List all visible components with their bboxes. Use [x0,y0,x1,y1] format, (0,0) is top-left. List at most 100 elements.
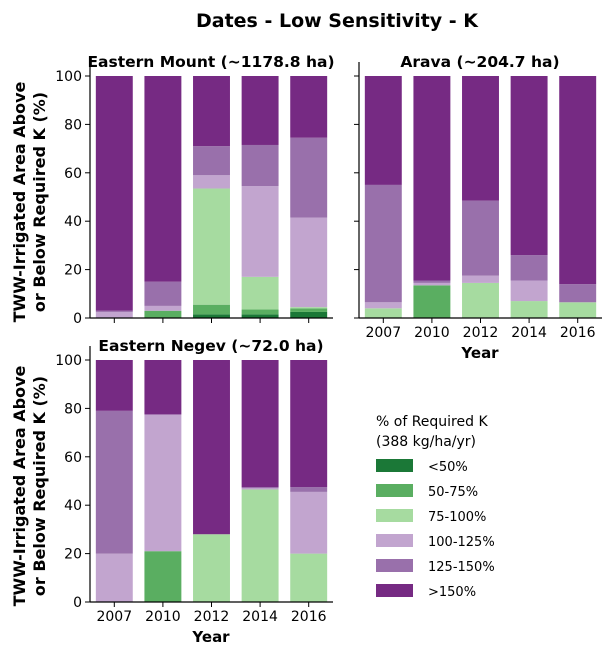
plot-area: 0 20 40 60 80 100 2007 2010 2012 2014 2016 [55,346,333,625]
y-tick-label: 80 [64,401,82,417]
bar-segment-2012-5 [193,146,230,176]
legend-label: 125-150% [428,560,495,575]
x-axis-label: Year [191,628,230,646]
legend-label: 50-75% [428,485,478,500]
bar-segment-2014-2 [241,309,279,315]
legend-label: <50% [428,460,468,475]
x-tick-label: 2014 [511,325,547,341]
bar-segment-2007-6 [95,76,133,311]
legend-swatch [376,509,413,522]
legend-swatch [376,459,413,472]
bar-segment-2014-4 [241,186,279,277]
x-tick-label: 2010 [414,325,450,341]
legend-swatch [376,584,413,597]
bar-segment-2010-4 [413,282,451,286]
bar-segment-2007-4 [95,311,133,318]
legend-swatch [376,559,413,572]
bar-segment-2007-5 [95,310,133,312]
bar-segment-2007-6 [95,360,133,411]
y-tick-label: 20 [64,263,82,279]
panel-title: Eastern Mount (~1178.8 ha) [87,53,334,71]
y-tick-label: 60 [64,166,82,182]
y-tick-label: 40 [64,214,82,230]
bar-segment-2007-5 [95,410,133,554]
bar-segment-2010-2 [144,551,182,602]
x-tick-label: 2007 [96,609,132,625]
bar-segment-2012-4 [462,275,499,283]
y-axis-label-line2: or Below Required K (%) [30,376,49,596]
bar-segment-2012-5 [462,200,499,276]
legend-label: 100-125% [428,535,495,550]
bar-segment-2007-4 [95,553,133,602]
y-tick-label: 60 [64,450,82,466]
bar-segment-2014-5 [241,487,279,489]
x-tick-label: 2014 [242,609,278,625]
legend-swatch [376,484,413,497]
legend-swatch [376,534,413,547]
plot-area: 0 20 40 60 80 100 [55,62,333,327]
bar-segment-2010-2 [144,310,182,318]
legend-title-line1: % of Required K [376,414,488,430]
panel-title: Arava (~204.7 ha) [400,53,559,71]
bar-segment-2010-6 [144,76,182,282]
bar-segment-2014-6 [241,76,279,145]
x-tick-label: 2007 [365,325,401,341]
bar-segment-2016-2 [290,308,328,312]
bar-segment-2012-6 [193,360,230,535]
bar-segment-2007-4 [364,302,402,309]
bar-segment-2012-1 [193,314,230,318]
bar-segment-2010-6 [144,360,182,415]
bar-segment-2014-4 [241,488,279,490]
bar-segment-2012-6 [193,76,230,147]
y-tick-label: 100 [55,353,82,369]
bar-segment-2016-5 [290,487,328,492]
legend-label: 75-100% [428,510,486,525]
bar-segment-2010-5 [413,280,451,283]
bar-segment-2016-3 [290,553,328,602]
x-axis-label: Year [460,344,499,362]
y-tick-label: 100 [55,69,82,85]
plot-area: 2007 2010 2012 2014 2016 [354,62,602,341]
bar-segment-2016-4 [290,217,328,308]
y-tick-label: 20 [64,547,82,563]
legend: % of Required K (388 kg/ha/yr) <50% 50-75… [376,414,495,600]
panel-arava: Arava (~204.7 ha) Year 2007 2010 2012 2014 2… [354,53,602,362]
figure-title: Dates - Low Sensitivity - K [196,10,479,32]
x-tick-label: 2016 [560,325,596,341]
y-axis-label-line1: TWW-Irrigated Area Above [10,365,29,606]
bar-segment-2012-3 [193,534,230,602]
bar-segment-2016-5 [559,284,597,303]
bar-segment-2014-3 [510,301,548,318]
bar-segment-2012-2 [193,304,230,315]
bar-segment-2012-3 [462,282,499,318]
bar-segment-2012-4 [193,175,230,189]
bar-segment-2016-6 [290,360,328,488]
bar-segment-2010-4 [144,305,182,311]
bar-segment-2014-6 [510,76,548,256]
bar-segment-2016-6 [559,76,597,285]
y-axis-label-line2: or Below Required K (%) [30,92,49,312]
bar-segment-2016-3 [559,302,597,318]
x-tick-label: 2012 [194,609,230,625]
x-tick-label: 2016 [291,609,327,625]
legend-label: >150% [428,585,476,600]
bar-segment-2010-2 [413,285,451,318]
bar-segment-2014-3 [241,276,279,310]
bar-segment-2014-4 [510,280,548,302]
bar-segment-2014-3 [241,489,279,602]
bar-segment-2012-6 [462,76,499,201]
bar-segment-2014-1 [241,314,279,318]
panel-title: Eastern Negev (~72.0 ha) [98,337,323,355]
bar-segment-2007-5 [364,184,402,303]
legend-entries: <50% 50-75% 75-100% 100-125% 125-150% >150% [376,459,495,600]
bar-segment-2016-6 [290,76,328,138]
bar-segment-2010-6 [413,76,451,281]
bar-segment-2016-3 [290,307,328,309]
bar-segment-2016-1 [290,311,328,318]
y-tick-label: 80 [64,117,82,133]
bar-segment-2014-5 [510,255,548,281]
bar-segment-2010-5 [144,281,182,306]
x-tick-label: 2012 [463,325,499,341]
panel-eastern-mount: Eastern Mount (~1178.8 ha) TWW-Irrigated… [10,53,335,327]
